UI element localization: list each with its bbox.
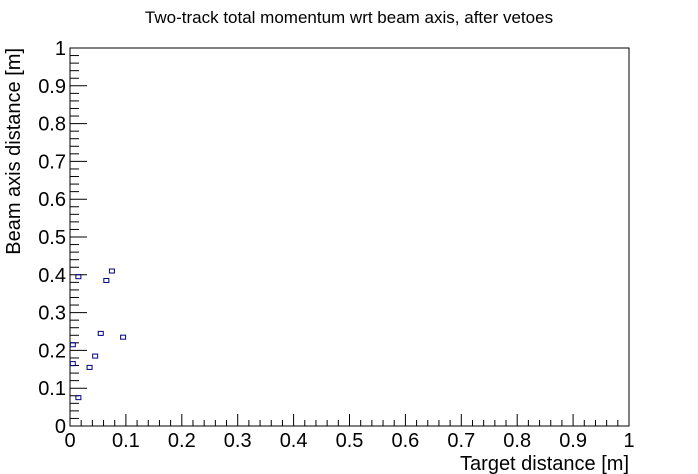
y-tick-label: 0.5 (38, 227, 66, 249)
plot-frame (69, 47, 630, 427)
x-tick-label: 0.1 (112, 430, 140, 452)
data-point (120, 334, 127, 340)
data-point (108, 268, 115, 274)
y-axis (70, 47, 87, 427)
x-tick-label: 0.5 (336, 430, 364, 452)
data-points (69, 268, 127, 401)
x-tick-label: 0.4 (280, 430, 308, 452)
x-tick-label: 0.7 (447, 430, 475, 452)
x-tick-label: 0 (64, 430, 75, 452)
data-point (97, 330, 104, 336)
data-point (75, 395, 82, 401)
x-tick-label: 0.8 (503, 430, 531, 452)
x-axis (69, 414, 630, 426)
y-tick-label: 1 (55, 38, 66, 60)
data-point (103, 277, 110, 283)
data-point (92, 353, 99, 359)
y-tick-label: 0.9 (38, 76, 66, 98)
x-tick-label: 0.3 (224, 430, 252, 452)
x-tick-label: 0.2 (168, 430, 196, 452)
y-tick-labels: 0 0.1 0.2 0.3 0.4 0.5 0.6 0.7 0.8 0.9 1 (38, 38, 66, 438)
data-point (69, 361, 76, 367)
y-tick-label: 0.1 (38, 378, 66, 400)
data-point (69, 342, 76, 348)
y-tick-label: 0.3 (38, 303, 66, 325)
x-tick-labels: 0 0.1 0.2 0.3 0.4 0.5 0.6 0.7 0.8 0.9 1 (64, 430, 634, 452)
y-tick-label: 0.4 (38, 265, 66, 287)
data-point (75, 274, 82, 280)
x-tick-label: 0.6 (391, 430, 419, 452)
x-tick-label: 1 (623, 430, 634, 452)
chart-title: Two-track total momentum wrt beam axis, … (145, 8, 553, 27)
y-tick-label: 0.8 (38, 114, 66, 136)
y-tick-label: 0.2 (38, 340, 66, 362)
y-tick-label: 0.6 (38, 189, 66, 211)
x-tick-label: 0.9 (559, 430, 587, 452)
y-tick-label: 0.7 (38, 151, 66, 173)
y-axis-label: Beam axis distance [m] (3, 48, 25, 255)
x-axis-label: Target distance [m] (460, 453, 629, 474)
y-tick-label: 0 (55, 416, 66, 438)
data-point (86, 364, 93, 370)
